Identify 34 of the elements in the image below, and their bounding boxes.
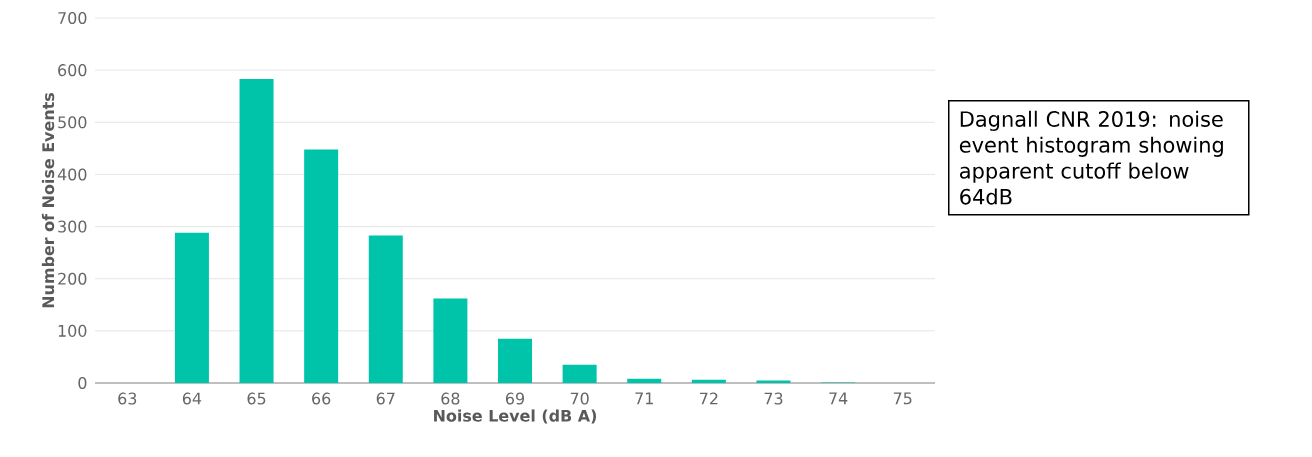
- bar: [433, 298, 468, 383]
- x-tick-label: 73: [764, 392, 783, 405]
- bar: [174, 232, 209, 383]
- bar: [304, 149, 339, 383]
- x-tick-label: 69: [505, 392, 525, 405]
- x-tick-label: 68: [441, 392, 460, 405]
- y-tick-label: 200: [58, 272, 87, 285]
- y-tick-label: 100: [58, 324, 87, 337]
- x-tick-label: 70: [570, 392, 589, 405]
- y-tick-label: 700: [58, 11, 87, 25]
- bar: [498, 338, 532, 383]
- x-tick-label: 66: [312, 392, 331, 405]
- bar: [239, 79, 274, 383]
- y-tick-label: 600: [58, 64, 87, 77]
- y-tick-label: 500: [58, 116, 87, 129]
- y-tick-label: 0: [78, 376, 87, 390]
- y-tick-label: 400: [57, 168, 87, 181]
- y-tick-label: 300: [58, 220, 87, 233]
- bar: [368, 235, 403, 383]
- bar: [562, 364, 597, 383]
- x-tick-label: 64: [182, 392, 202, 405]
- x-tick-label: 67: [376, 392, 395, 405]
- x-tick-label: 65: [247, 392, 266, 405]
- x-tick-label: 71: [635, 392, 653, 405]
- bar: [691, 379, 726, 383]
- x-tick-label: 72: [700, 392, 718, 405]
- x-tick-label: 74: [829, 392, 848, 405]
- x-tick-label: 63: [118, 392, 137, 405]
- x-tick-label: 75: [893, 392, 912, 405]
- text: Dagnall CNR 2019: noise event histogram showing apparent cutoff below 64dB: [959, 110, 1223, 205]
- x-axis-title: Noise Level (dB A): [434, 409, 597, 424]
- bar: [756, 380, 791, 383]
- y-axis-title: Number of Noise Events: [41, 93, 55, 308]
- bar: [627, 378, 662, 383]
